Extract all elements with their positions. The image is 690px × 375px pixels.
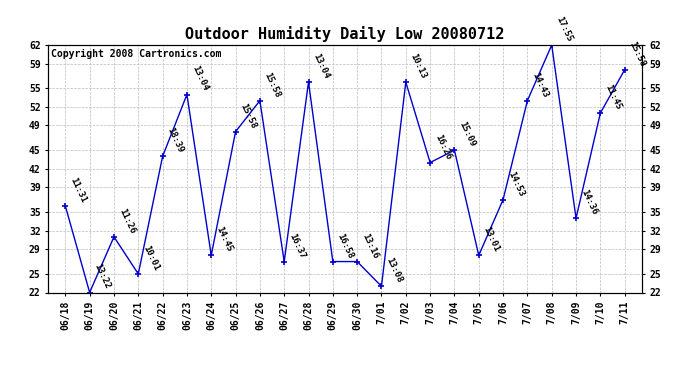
Text: 18:39: 18:39	[166, 126, 185, 154]
Text: 15:58: 15:58	[239, 102, 258, 130]
Text: 14:36: 14:36	[579, 188, 598, 216]
Text: 15:58: 15:58	[263, 70, 282, 99]
Text: 11:26: 11:26	[117, 207, 137, 235]
Text: 15:58: 15:58	[628, 40, 647, 68]
Text: 13:22: 13:22	[92, 262, 112, 291]
Text: 10:01: 10:01	[141, 244, 161, 272]
Text: 14:45: 14:45	[214, 225, 234, 254]
Text: 16:58: 16:58	[336, 231, 355, 260]
Title: Outdoor Humidity Daily Low 20080712: Outdoor Humidity Daily Low 20080712	[186, 27, 504, 42]
Text: 14:53: 14:53	[506, 170, 526, 198]
Text: 16:26: 16:26	[433, 132, 453, 161]
Text: 13:01: 13:01	[482, 225, 501, 254]
Text: 17:55: 17:55	[555, 15, 574, 43]
Text: Copyright 2008 Cartronics.com: Copyright 2008 Cartronics.com	[51, 49, 221, 59]
Text: 11:31: 11:31	[68, 176, 88, 204]
Text: 11:45: 11:45	[603, 83, 623, 111]
Text: 13:16: 13:16	[360, 231, 380, 260]
Text: 16:37: 16:37	[287, 231, 306, 260]
Text: 13:04: 13:04	[311, 52, 331, 80]
Text: 13:04: 13:04	[190, 64, 209, 93]
Text: 14:43: 14:43	[531, 70, 550, 99]
Text: 10:13: 10:13	[408, 52, 428, 80]
Text: 13:08: 13:08	[384, 256, 404, 285]
Text: 15:09: 15:09	[457, 120, 477, 148]
